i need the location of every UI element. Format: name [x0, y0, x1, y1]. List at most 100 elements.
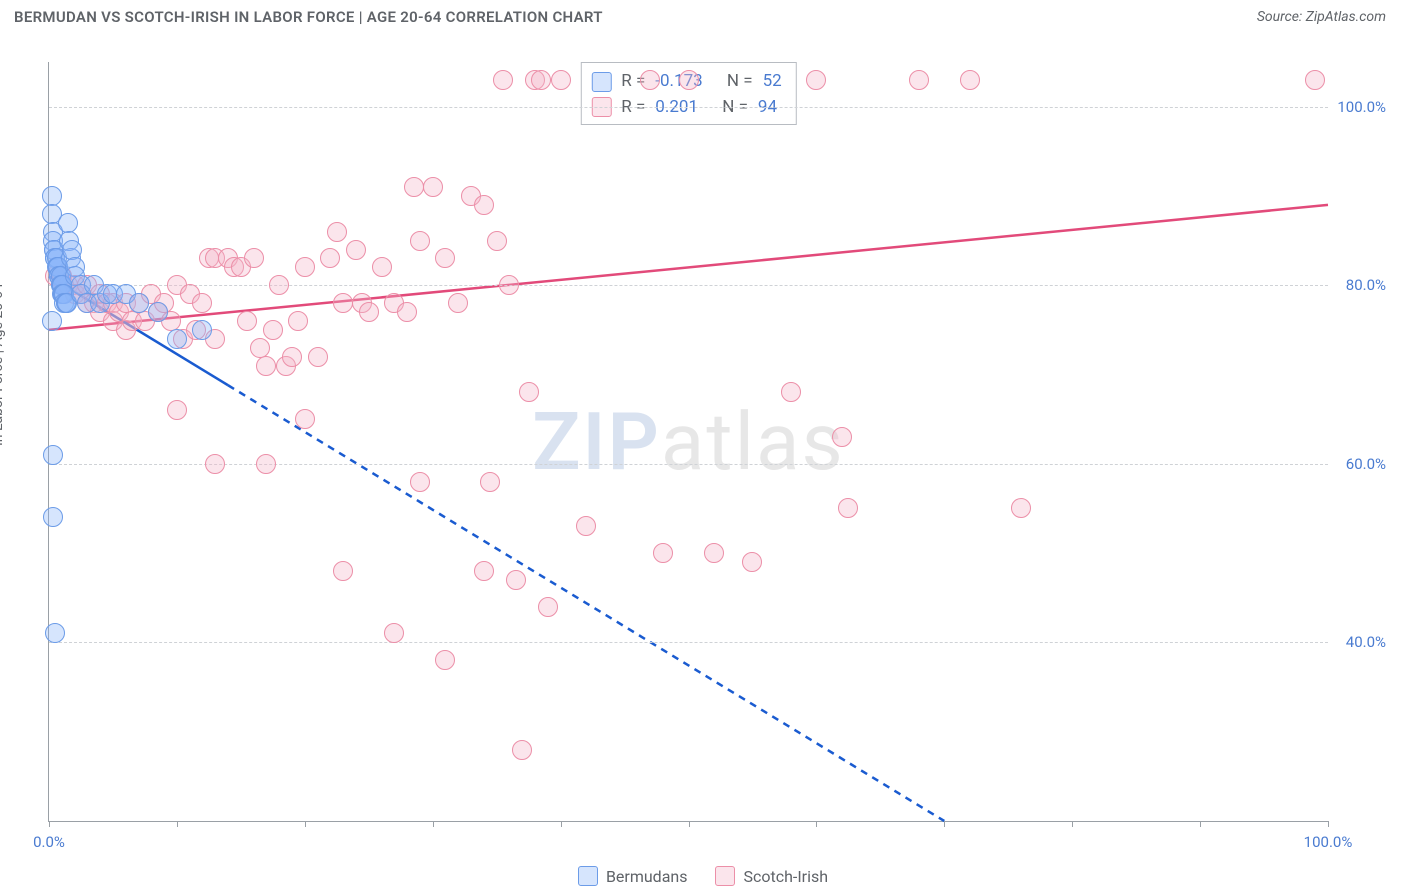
point-scotch-irish [679, 70, 699, 90]
point-scotch-irish [397, 302, 417, 322]
point-scotch-irish [410, 472, 430, 492]
point-scotch-irish [909, 70, 929, 90]
legend-item-bermudans: Bermudans [578, 866, 688, 886]
point-scotch-irish [474, 195, 494, 215]
legend-label-bermudans: Bermudans [606, 867, 688, 886]
x-tick-label: 100.0% [1304, 833, 1353, 851]
chart-container: ZIPatlas R = -0.173 N = 52 R = 0.201 N =… [14, 44, 1392, 848]
point-bermudans [148, 302, 168, 322]
point-scotch-irish [499, 275, 519, 295]
point-scotch-irish [295, 257, 315, 277]
point-scotch-irish [506, 570, 526, 590]
point-scotch-irish [237, 311, 257, 331]
point-scotch-irish [474, 561, 494, 581]
point-scotch-irish [551, 70, 571, 90]
point-scotch-irish [781, 382, 801, 402]
point-scotch-irish [410, 231, 430, 251]
trendline-bermudans-dashed [228, 385, 944, 821]
point-scotch-irish [742, 552, 762, 572]
source-label: Source: ZipAtlas.com [1257, 9, 1386, 25]
point-scotch-irish [640, 70, 660, 90]
point-scotch-irish [263, 320, 283, 340]
point-scotch-irish [308, 347, 328, 367]
point-scotch-irish [493, 70, 513, 90]
point-scotch-irish [384, 623, 404, 643]
point-bermudans [43, 445, 63, 465]
x-tick [1328, 821, 1329, 827]
point-scotch-irish [346, 240, 366, 260]
point-scotch-irish [192, 293, 212, 313]
point-scotch-irish [435, 650, 455, 670]
point-scotch-irish [320, 248, 340, 268]
point-scotch-irish [1011, 498, 1031, 518]
point-scotch-irish [435, 248, 455, 268]
chart-title: BERMUDAN VS SCOTCH-IRISH IN LABOR FORCE … [14, 8, 603, 26]
swatch-bermudans [591, 72, 611, 92]
x-tick-label: 0.0% [33, 833, 65, 851]
y-gridline [49, 285, 1328, 286]
point-scotch-irish [448, 293, 468, 313]
point-scotch-irish [1305, 70, 1325, 90]
trend-lines-layer [49, 62, 1328, 821]
x-tick [816, 821, 817, 827]
point-bermudans [192, 320, 212, 340]
point-bermudans [167, 329, 187, 349]
x-tick [1200, 821, 1201, 827]
point-scotch-irish [269, 275, 289, 295]
point-scotch-irish [327, 222, 347, 242]
x-tick [433, 821, 434, 827]
point-scotch-irish [359, 302, 379, 322]
n-value-bermudans: 52 [763, 69, 782, 95]
y-tick-label: 80.0% [1346, 276, 1386, 294]
point-scotch-irish [205, 454, 225, 474]
point-scotch-irish [167, 400, 187, 420]
point-scotch-irish [538, 597, 558, 617]
point-scotch-irish [531, 70, 551, 90]
y-axis-title: In Labor Force | Age 20-64 [0, 283, 6, 446]
point-bermudans [42, 311, 62, 331]
point-scotch-irish [333, 293, 353, 313]
plot-area: ZIPatlas R = -0.173 N = 52 R = 0.201 N =… [48, 62, 1328, 822]
y-tick-label: 40.0% [1346, 633, 1386, 651]
point-scotch-irish [653, 543, 673, 563]
point-scotch-irish [256, 356, 276, 376]
y-gridline [49, 642, 1328, 643]
point-scotch-irish [487, 231, 507, 251]
x-tick [305, 821, 306, 827]
x-tick [1072, 821, 1073, 827]
point-bermudans [45, 623, 65, 643]
point-scotch-irish [960, 70, 980, 90]
point-bermudans [43, 507, 63, 527]
x-tick [689, 821, 690, 827]
point-scotch-irish [372, 257, 392, 277]
x-tick [49, 821, 50, 827]
y-gridline [49, 107, 1328, 108]
point-scotch-irish [404, 177, 424, 197]
x-tick [944, 821, 945, 827]
point-scotch-irish [838, 498, 858, 518]
point-scotch-irish [576, 516, 596, 536]
n-label: N = [727, 69, 753, 95]
point-scotch-irish [288, 311, 308, 331]
point-scotch-irish [480, 472, 500, 492]
bottom-legend: Bermudans Scotch-Irish [0, 866, 1406, 886]
point-scotch-irish [519, 382, 539, 402]
point-scotch-irish [282, 347, 302, 367]
legend-item-scotch-irish: Scotch-Irish [715, 866, 828, 886]
point-scotch-irish [806, 70, 826, 90]
x-tick [561, 821, 562, 827]
y-gridline [49, 464, 1328, 465]
point-scotch-irish [295, 409, 315, 429]
legend-label-scotch-irish: Scotch-Irish [743, 867, 828, 886]
point-bermudans [129, 293, 149, 313]
point-scotch-irish [423, 177, 443, 197]
legend-swatch-scotch-irish [715, 866, 735, 886]
point-scotch-irish [333, 561, 353, 581]
point-scotch-irish [704, 543, 724, 563]
legend-swatch-bermudans [578, 866, 598, 886]
point-scotch-irish [256, 454, 276, 474]
y-tick-label: 100.0% [1337, 98, 1386, 116]
x-tick [177, 821, 178, 827]
point-scotch-irish [512, 740, 532, 760]
y-tick-label: 60.0% [1346, 455, 1386, 473]
